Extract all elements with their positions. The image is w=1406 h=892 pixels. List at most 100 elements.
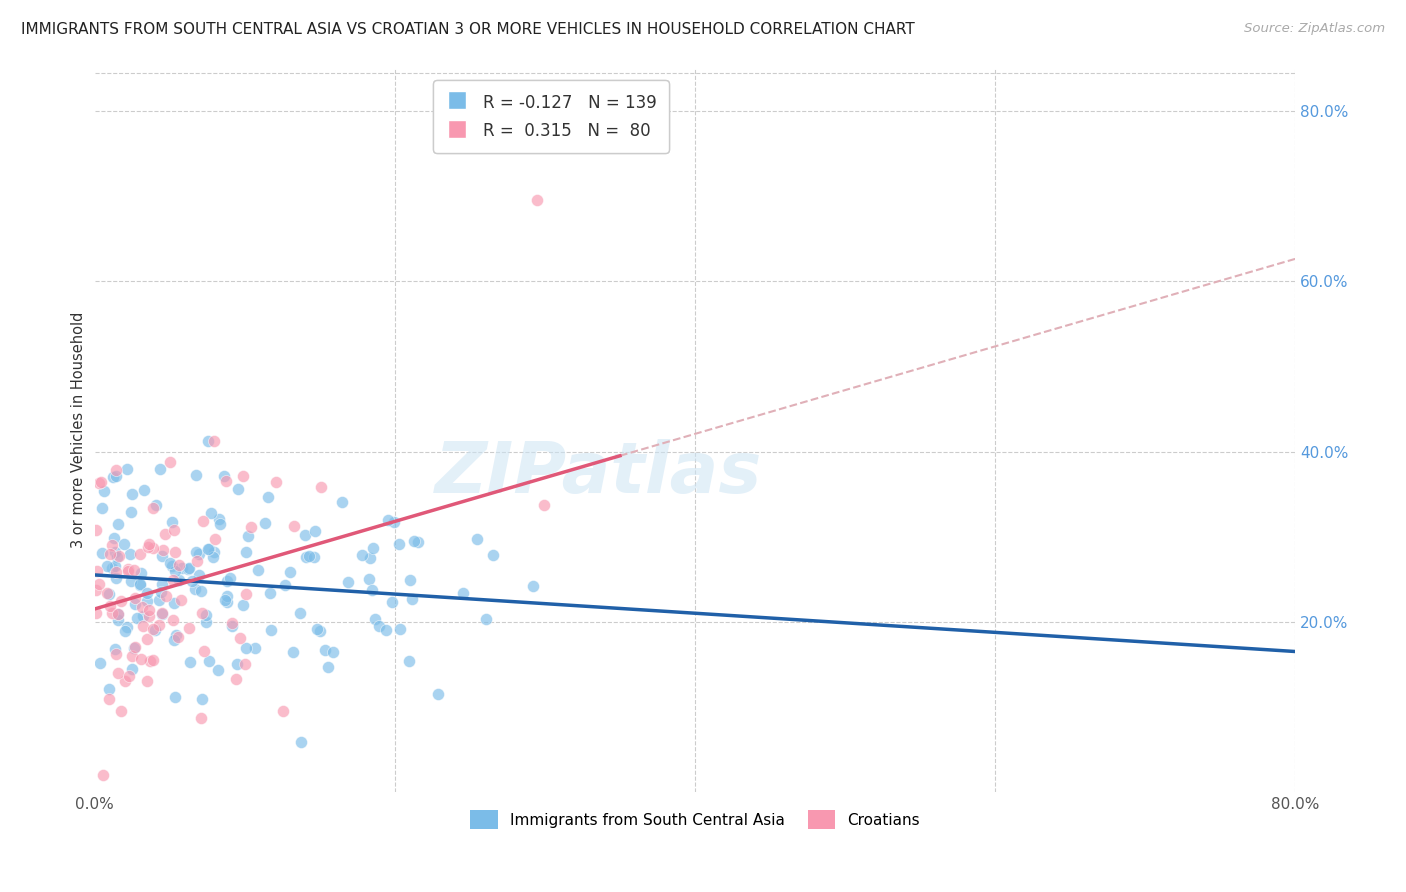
Point (107, 516, 129, 531)
Point (138, 603, 160, 617)
Point (103, 531, 125, 545)
Point (93, 484, 115, 499)
Point (114, 674, 136, 689)
Point (387, 537, 409, 551)
Point (129, 548, 152, 562)
Point (482, 548, 505, 562)
Text: Source: ZipAtlas.com: Source: ZipAtlas.com (1244, 22, 1385, 36)
Point (96, 585, 118, 599)
Point (87, 577, 110, 591)
Point (150, 577, 173, 591)
Point (226, 482, 249, 496)
Point (104, 642, 127, 657)
Point (197, 434, 219, 448)
Point (138, 541, 160, 555)
Point (232, 598, 254, 612)
Point (375, 623, 398, 637)
Point (108, 549, 131, 563)
Point (316, 660, 339, 674)
Point (290, 735, 312, 749)
Point (219, 571, 242, 585)
Text: IMMIGRANTS FROM SOUTH CENTRAL ASIA VS CROATIAN 3 OR MORE VEHICLES IN HOUSEHOLD C: IMMIGRANTS FROM SOUTH CENTRAL ASIA VS CR… (21, 22, 915, 37)
Point (181, 574, 204, 588)
Point (208, 512, 231, 526)
Point (98, 547, 121, 561)
Point (235, 641, 257, 656)
Point (136, 632, 159, 646)
Point (89, 656, 111, 670)
Point (308, 624, 330, 639)
Y-axis label: 3 or more Vehicles in Household: 3 or more Vehicles in Household (72, 312, 86, 549)
Point (295, 549, 318, 564)
Point (215, 589, 238, 603)
Point (381, 595, 404, 609)
Point (100, 599, 122, 613)
Point (190, 584, 212, 599)
Point (336, 575, 359, 590)
Point (152, 543, 174, 558)
Point (166, 630, 188, 644)
Point (121, 487, 143, 501)
Point (115, 461, 138, 475)
Point (389, 622, 412, 636)
Point (84, 607, 107, 621)
Point (451, 586, 474, 600)
Point (186, 554, 208, 568)
Point (278, 565, 301, 579)
Point (84, 523, 107, 537)
Point (266, 475, 288, 490)
Point (142, 500, 165, 515)
Point (125, 611, 148, 625)
Point (361, 541, 384, 556)
Point (304, 524, 326, 539)
Point (225, 672, 247, 686)
Point (217, 595, 239, 609)
Point (117, 562, 139, 576)
Point (148, 617, 170, 632)
Point (124, 597, 146, 611)
Point (162, 613, 184, 627)
Point (402, 534, 425, 549)
Point (179, 561, 201, 575)
Point (209, 516, 232, 531)
Point (235, 545, 257, 559)
Point (101, 538, 124, 552)
Point (89, 475, 111, 490)
Point (314, 643, 336, 657)
Point (155, 589, 177, 603)
Point (148, 593, 170, 607)
Point (236, 528, 259, 542)
Point (121, 662, 143, 676)
Point (253, 516, 276, 530)
Point (167, 558, 190, 573)
Point (163, 545, 186, 559)
Point (112, 537, 135, 551)
Point (90, 475, 112, 489)
Point (247, 563, 270, 577)
Point (110, 705, 132, 719)
Point (184, 545, 207, 559)
Point (159, 455, 181, 469)
Point (124, 640, 146, 655)
Point (135, 586, 157, 600)
Point (129, 566, 152, 581)
Point (198, 654, 221, 668)
Point (84, 583, 107, 598)
Point (167, 574, 190, 588)
Point (160, 559, 183, 574)
Point (138, 609, 160, 624)
Point (129, 652, 152, 666)
Point (475, 612, 498, 626)
Point (377, 513, 399, 527)
Point (104, 463, 127, 477)
Point (191, 692, 214, 706)
Point (145, 498, 167, 512)
Point (195, 607, 218, 622)
Point (307, 622, 329, 636)
Point (526, 194, 548, 208)
Point (179, 656, 201, 670)
Point (105, 647, 128, 661)
Point (150, 607, 173, 621)
Point (533, 498, 555, 512)
Point (302, 549, 325, 564)
